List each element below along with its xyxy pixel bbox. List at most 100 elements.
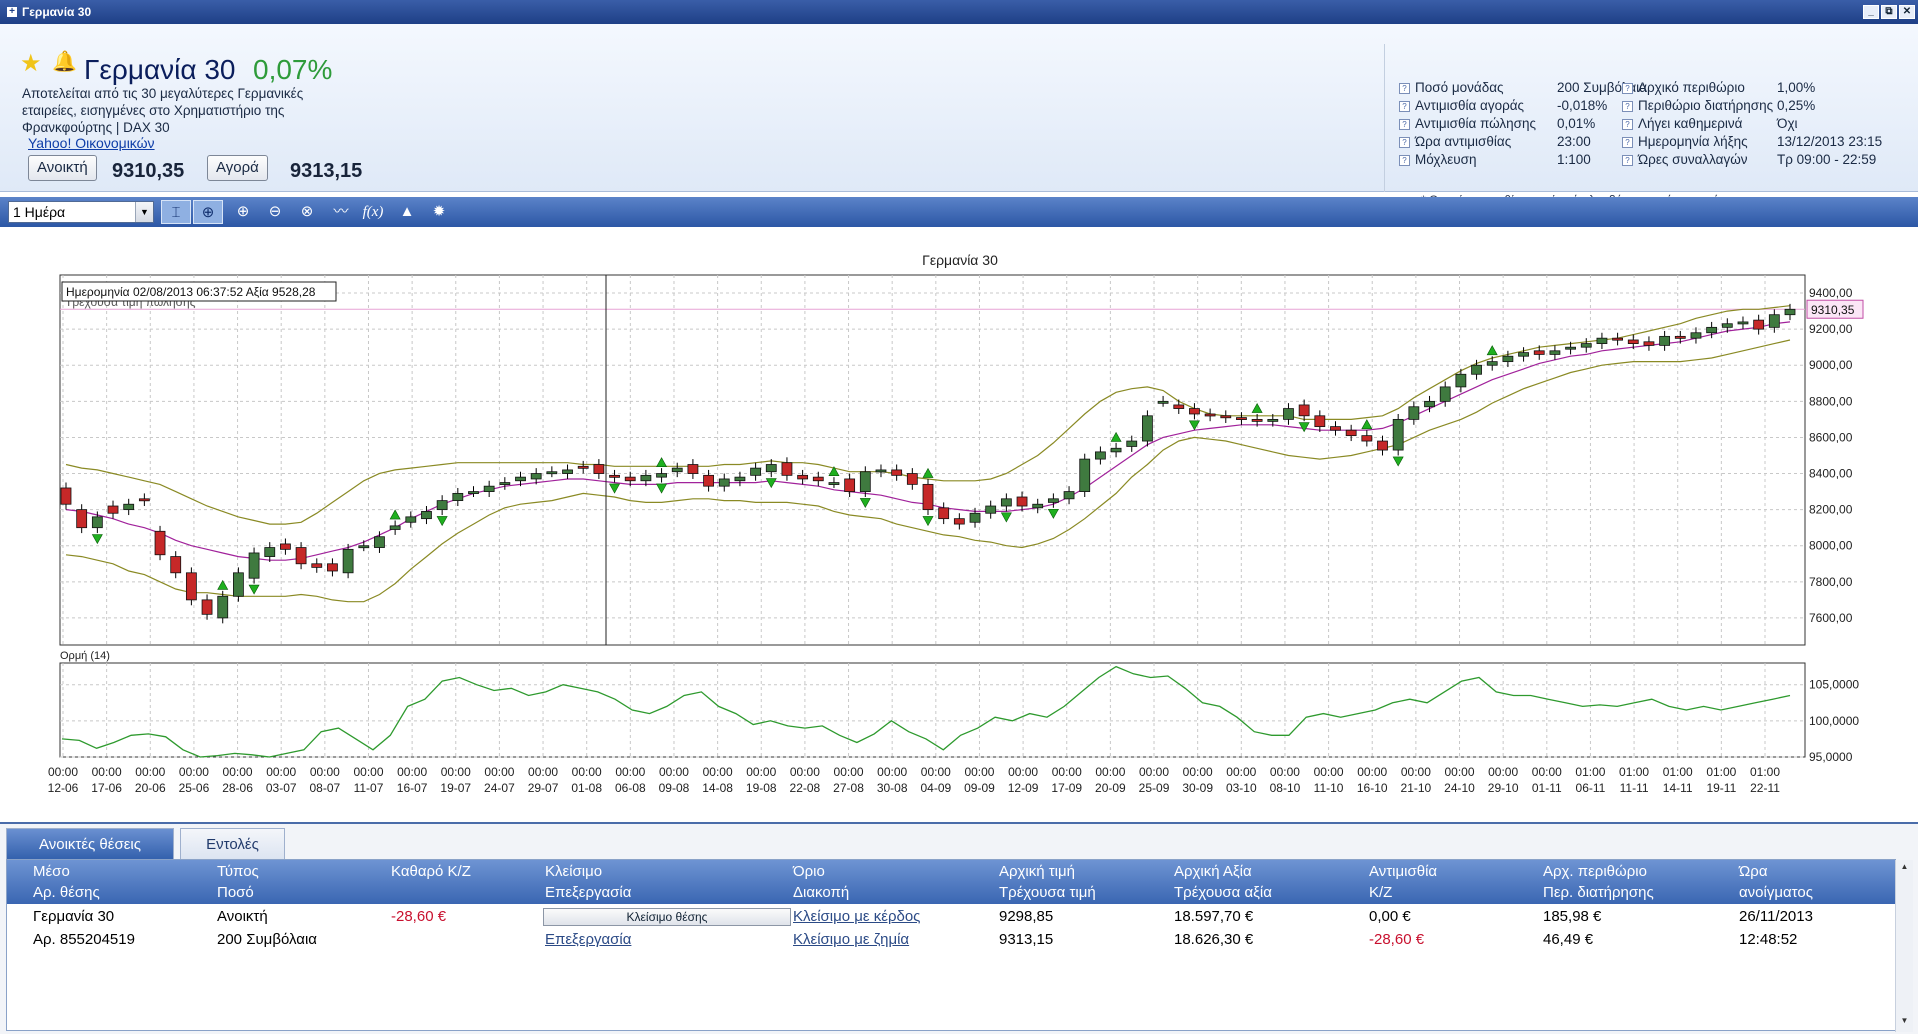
chevron-down-icon[interactable]: ▼ xyxy=(135,202,153,222)
candle-body xyxy=(1455,373,1467,388)
bollinger-lower-line xyxy=(65,339,1791,603)
close-position-button[interactable]: Κλείσιμο θέσης xyxy=(543,908,791,926)
alert-bell-icon[interactable]: ▲ xyxy=(399,203,415,220)
tab-orders[interactable]: Εντολές xyxy=(180,828,285,859)
col-header[interactable]: Περ. διατήρησης xyxy=(1543,884,1654,901)
candle-body xyxy=(405,516,417,523)
buy-signal-arrow xyxy=(828,466,840,477)
x-tick-time: 00:00 xyxy=(1401,765,1431,779)
candle-body xyxy=(154,530,166,556)
tab-open-positions[interactable]: Ανοικτές θέσεις xyxy=(6,828,174,859)
col-header[interactable]: Καθαρό Κ/Ζ xyxy=(391,863,471,880)
x-tick-date: 03-10 xyxy=(1226,781,1257,795)
col-header[interactable]: Τρέχουσα αξία xyxy=(1174,884,1272,901)
col-header[interactable]: Αρ. θέσης xyxy=(33,884,100,901)
help-icon[interactable]: ? xyxy=(1622,137,1633,148)
x-tick-date: 14-08 xyxy=(702,781,733,795)
col-header[interactable]: Κ/Ζ xyxy=(1369,884,1393,901)
scroll-up-icon[interactable]: ▲ xyxy=(1900,862,1909,871)
x-tick-date: 08-10 xyxy=(1270,781,1301,795)
col-header[interactable]: ανοίγματος xyxy=(1739,884,1813,901)
col-header[interactable]: Αρχική Αξία xyxy=(1174,863,1252,880)
col-header[interactable]: Μέσο xyxy=(33,863,70,880)
sell-signal-arrow xyxy=(436,516,448,527)
zoom-in-icon[interactable]: ⊕ xyxy=(236,203,250,220)
help-icon[interactable]: ? xyxy=(1622,101,1633,112)
help-icon[interactable]: ? xyxy=(1399,155,1410,166)
col-header[interactable]: Κλείσιμο xyxy=(545,863,603,880)
favorite-star-icon[interactable]: ★ xyxy=(20,50,42,77)
minimize-button[interactable]: _ xyxy=(1863,5,1879,19)
close-window-button[interactable]: ✕ xyxy=(1899,5,1915,19)
restore-button[interactable]: ⧉ xyxy=(1881,5,1897,19)
price-chart[interactable]: Γερμανία 30 9400,00 9200,00 9000,00 8800,00… xyxy=(0,227,1918,821)
candle-body xyxy=(1142,415,1153,442)
take-profit-link[interactable]: Κλείσιμο με κέρδος xyxy=(793,908,921,925)
cursor-icon[interactable]: ⌶ xyxy=(161,200,191,224)
help-icon[interactable]: ? xyxy=(1399,83,1410,94)
zoom-reset-icon[interactable]: ⊗ xyxy=(300,203,314,220)
candle-body xyxy=(1377,440,1388,451)
spec-row: ? Ώρα αντιμισθίας 23:00 xyxy=(1399,134,1591,151)
scroll-down-icon[interactable]: ▼ xyxy=(1900,1016,1909,1025)
col-header[interactable]: Αντιμισθία xyxy=(1369,863,1438,880)
x-tick-time: 01:00 xyxy=(1706,765,1736,779)
col-header[interactable]: Ποσό xyxy=(217,884,254,901)
col-header[interactable]: Αρχική τιμή xyxy=(999,863,1075,880)
help-icon[interactable]: ? xyxy=(1399,119,1410,130)
spec-row: ? Ημερομηνία λήξης 13/12/2013 23:15 xyxy=(1622,134,1882,151)
x-tick-time: 00:00 xyxy=(1052,765,1082,779)
current-price-badge xyxy=(1806,299,1864,319)
y-tick-label: 8800,00 xyxy=(1809,394,1853,408)
candle-body xyxy=(483,485,495,492)
candle-body xyxy=(1267,418,1279,422)
x-tick-time: 01:00 xyxy=(1663,765,1693,779)
indicator-line-icon[interactable]: 〰 xyxy=(333,203,349,220)
sell-button[interactable]: Ανοικτή xyxy=(28,155,97,181)
help-icon[interactable]: ? xyxy=(1622,119,1633,130)
candle-body xyxy=(938,507,950,520)
alert-bell-icon[interactable]: 🔔 xyxy=(52,51,77,73)
spec-row: ? Μόχλευση 1:100 xyxy=(1399,152,1591,169)
zoom-out-icon[interactable]: ⊖ xyxy=(268,203,282,220)
col-header[interactable]: Τρέχουσα τιμή xyxy=(999,884,1096,901)
buy-signal-arrow xyxy=(1486,345,1498,356)
help-icon[interactable]: ? xyxy=(1622,155,1633,166)
col-header[interactable]: Επεξεργασία xyxy=(545,884,632,901)
x-tick-time: 00:00 xyxy=(1488,765,1518,779)
candle-body xyxy=(170,556,182,574)
x-tick-time: 00:00 xyxy=(877,765,907,779)
col-header[interactable]: Τύπος xyxy=(217,863,259,880)
spec-row: ? Ώρες συναλλαγών Τρ 09:00 - 22:59 xyxy=(1622,152,1876,169)
settings-gear-icon[interactable]: ✹ xyxy=(432,203,446,220)
x-tick-date: 22-11 xyxy=(1750,781,1780,795)
col-header[interactable]: Διακοπή xyxy=(793,884,850,901)
candle-body xyxy=(295,547,307,565)
col-header[interactable]: Ώρα xyxy=(1739,863,1768,880)
candle-body xyxy=(1690,332,1702,339)
table-scrollbar[interactable]: ▲ ▼ xyxy=(1895,860,1913,1032)
col-header[interactable]: Αρχ. περιθώριο xyxy=(1543,863,1647,880)
candle-body xyxy=(1580,343,1592,348)
buy-button[interactable]: Αγορά xyxy=(207,155,268,181)
help-icon[interactable]: ? xyxy=(1399,101,1410,112)
x-tick-date: 09-08 xyxy=(659,781,690,795)
chart-svg[interactable]: Γερμανία 30 9400,00 9200,00 9000,00 8800,00… xyxy=(0,227,1918,821)
instrument-header: ★ 🔔 Γερμανία 30 0,07% Αποτελείται από τι… xyxy=(0,24,1918,207)
window-title: Γερμανία 30 xyxy=(22,5,92,19)
instrument-change: 0,07% xyxy=(253,54,333,85)
yahoo-finance-link[interactable]: Yahoo! Οικονομικών xyxy=(28,135,155,151)
candle-body xyxy=(1753,319,1765,330)
period-select[interactable]: 1 Ημέρα ▼ xyxy=(8,201,154,223)
stop-loss-link[interactable]: Κλείσιμο με ζημία xyxy=(793,931,910,948)
x-tick-time: 00:00 xyxy=(92,765,122,779)
candle-body xyxy=(1283,408,1294,420)
col-header[interactable]: Όριο xyxy=(793,863,825,880)
function-icon[interactable]: f(x) xyxy=(362,204,384,220)
help-icon[interactable]: ? xyxy=(1399,137,1410,148)
edit-position-link[interactable]: Επεξεργασία xyxy=(545,931,632,948)
x-tick-date: 01-08 xyxy=(571,781,602,795)
crosshair-icon[interactable]: ⊕ xyxy=(193,200,223,224)
momentum-line xyxy=(61,665,1791,758)
help-icon[interactable]: ? xyxy=(1622,83,1633,94)
